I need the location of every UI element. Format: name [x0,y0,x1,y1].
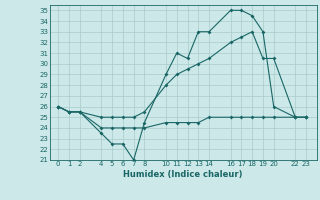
X-axis label: Humidex (Indice chaleur): Humidex (Indice chaleur) [124,170,243,179]
